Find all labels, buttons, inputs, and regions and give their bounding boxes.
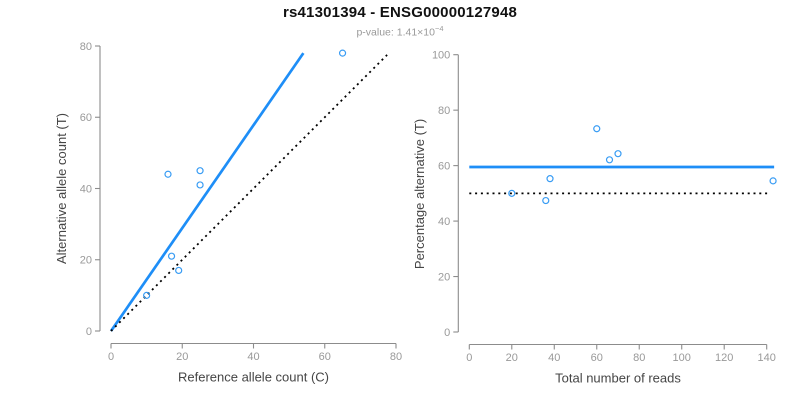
x-tick-label: 60 [591, 352, 603, 364]
data-point [546, 175, 554, 183]
y-tick-label: 80 [80, 41, 92, 53]
data-point [338, 49, 347, 57]
identity-line [110, 54, 388, 332]
y-tick-label: 60 [438, 160, 450, 172]
y-tick-label: 40 [80, 183, 92, 195]
x-tick-label: 140 [758, 352, 776, 364]
x-tick-label: 80 [390, 351, 402, 363]
x-tick-label: 20 [506, 352, 518, 364]
figure-title: rs41301394 - ENSG00000127948 [282, 4, 518, 21]
x-tick-label: 40 [548, 352, 560, 364]
y-tick-label: 0 [86, 326, 92, 338]
y-tick-label: 60 [80, 112, 92, 124]
x-axis-title: Total number of reads [555, 371, 681, 386]
y-tick-label: 80 [438, 105, 450, 117]
y-axis-title: Alternative allele count (T) [54, 113, 69, 264]
data-point [508, 189, 516, 197]
y-tick-label: 0 [444, 327, 450, 339]
data-point [593, 125, 601, 133]
x-tick-label: 80 [633, 352, 645, 364]
x-tick-label: 0 [108, 351, 114, 363]
y-axis-title: Percentage alternative (T) [412, 119, 427, 269]
x-tick-label: 0 [466, 352, 472, 364]
x-tick-label: 100 [673, 352, 691, 364]
data-point [196, 181, 204, 189]
data-point [143, 291, 151, 299]
data-point [542, 196, 550, 205]
y-tick-label: 40 [438, 216, 450, 228]
pvalue-text: p-value: 1.41×10 [356, 26, 435, 39]
data-point [605, 156, 614, 164]
data-point [769, 177, 777, 185]
y-tick-label: 20 [80, 255, 92, 267]
data-point [175, 266, 183, 275]
x-axis-title: Reference allele count (C) [178, 370, 329, 385]
x-tick-label: 60 [319, 351, 331, 363]
data-point [614, 150, 622, 158]
figure-subtitle: p-value: 1.41×10−4 [0, 24, 800, 39]
y-tick-label: 20 [438, 271, 450, 283]
fit-line [109, 52, 305, 332]
y-tick-label: 100 [432, 50, 450, 62]
data-point [167, 252, 176, 260]
pvalue-exponent: −4 [434, 24, 444, 33]
data-point [196, 167, 204, 175]
x-tick-label: 20 [176, 351, 188, 363]
x-tick-label: 40 [247, 351, 259, 363]
x-tick-label: 120 [715, 352, 733, 364]
data-point [164, 170, 172, 178]
